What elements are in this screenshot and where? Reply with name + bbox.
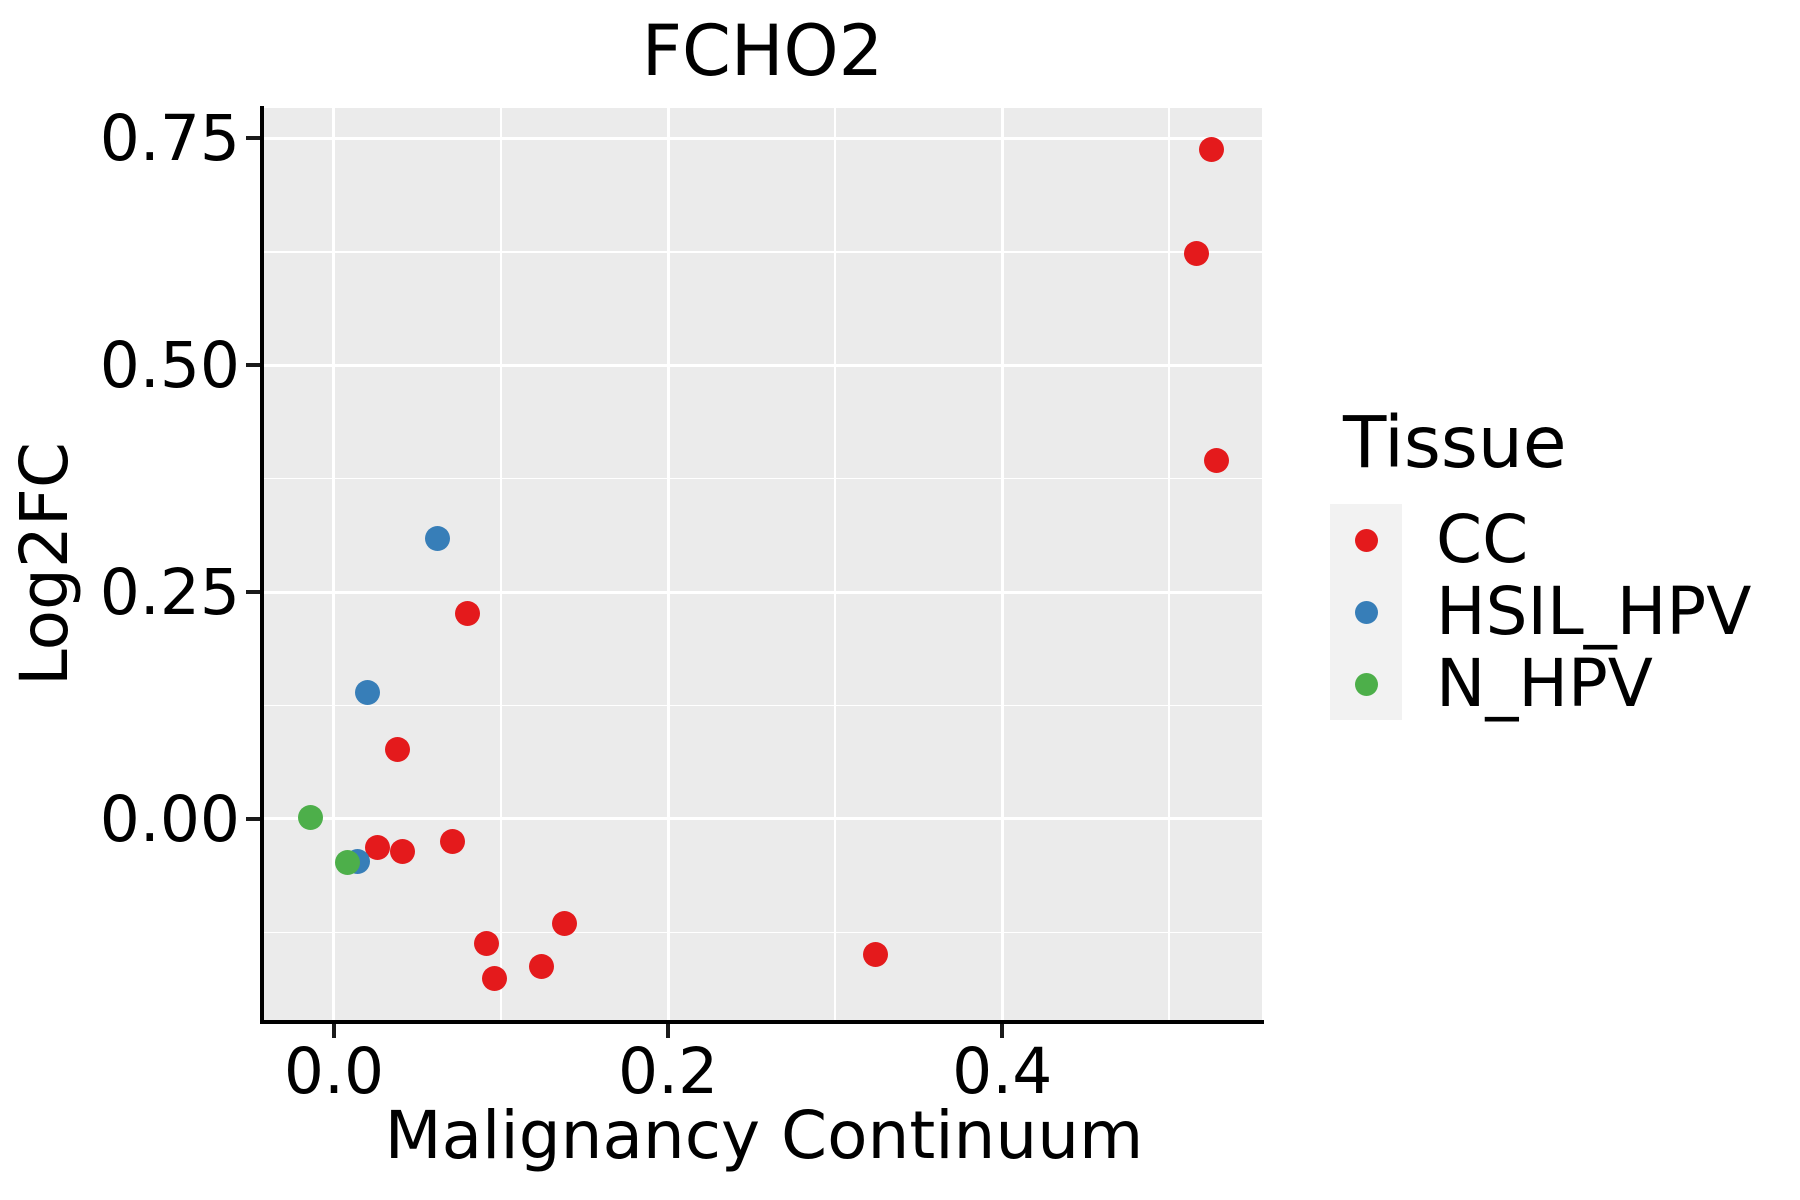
scatter-point-HSIL_HPV: [425, 526, 451, 552]
scatter-point-CC: [1203, 448, 1229, 474]
minor-gridline-y: [263, 477, 1262, 480]
scatter-point-CC: [389, 839, 415, 865]
x-tick-mark: [666, 1024, 671, 1038]
minor-gridline-x: [1168, 108, 1171, 1020]
scatter-point-CC: [364, 834, 390, 860]
x-tick-mark: [331, 1024, 336, 1038]
y-tick-label: 0.50: [99, 329, 240, 403]
scatter-point-CC: [552, 910, 578, 936]
y-axis-line: [260, 106, 264, 1024]
minor-gridline-x: [500, 108, 502, 1020]
major-gridline-x: [666, 108, 670, 1020]
y-tick-mark: [246, 590, 260, 595]
minor-gridline-y: [263, 704, 1262, 707]
y-tick-label: 0.00: [99, 782, 240, 856]
major-gridline-x: [332, 108, 336, 1020]
major-gridline-y: [263, 136, 1262, 140]
x-tick-label: 0.0: [283, 1035, 385, 1108]
legend-item-label: HSIL_HPV: [1436, 573, 1752, 650]
x-tick-mark: [1000, 1024, 1005, 1038]
scatter-point-HSIL_HPV: [354, 680, 380, 706]
legend-key-box: [1330, 504, 1402, 576]
legend-dot-icon: [1354, 528, 1378, 552]
scatter-point-CC: [440, 829, 466, 855]
minor-gridline-y: [263, 251, 1262, 253]
legend-item-label: CC: [1436, 501, 1529, 578]
legend-item-HSIL_HPV: HSIL_HPV: [1330, 576, 1751, 648]
scatter-point-CC: [473, 930, 499, 956]
x-tick-label: 0.2: [618, 1035, 719, 1108]
scatter-point-CC: [1183, 241, 1209, 267]
major-gridline-y: [263, 363, 1262, 367]
major-gridline-y: [263, 817, 1262, 821]
x-axis-line: [260, 1020, 1264, 1024]
legend-key-box: [1330, 648, 1402, 720]
x-axis-title: Malignancy Continuum: [384, 1097, 1144, 1174]
y-tick-mark: [246, 136, 260, 141]
scatter-point-N_HPV: [334, 850, 360, 876]
scatter-point-CC: [455, 601, 481, 627]
scatter-point-CC: [1198, 136, 1224, 162]
scatter-point-CC: [528, 953, 554, 979]
legend: Tissue CC HSIL_HPV N_HPV: [1330, 406, 1751, 720]
major-gridline-y: [263, 590, 1262, 594]
plot-panel: [263, 108, 1262, 1020]
minor-gridline-y: [263, 931, 1262, 934]
y-tick-label: 0.25: [99, 556, 240, 630]
y-tick-mark: [246, 816, 260, 821]
legend-item-label: N_HPV: [1436, 645, 1653, 722]
legend-item-CC: CC: [1330, 504, 1751, 576]
legend-key-box: [1330, 576, 1402, 648]
legend-item-N_HPV: N_HPV: [1330, 648, 1751, 720]
scatter-point-CC: [862, 941, 888, 967]
y-axis-title: Log2FC: [6, 442, 83, 686]
legend-dot-icon: [1354, 672, 1378, 696]
scatter-point-CC: [384, 736, 410, 762]
legend-title: Tissue: [1343, 401, 1567, 484]
major-gridline-x: [1000, 108, 1004, 1020]
scatter-point-CC: [481, 966, 507, 992]
legend-items: CC HSIL_HPV N_HPV: [1330, 504, 1751, 720]
x-tick-label: 0.4: [952, 1035, 1053, 1108]
y-tick-label: 0.75: [99, 102, 240, 176]
scatter-point-N_HPV: [298, 804, 324, 830]
y-tick-mark: [246, 363, 260, 368]
minor-gridline-x: [834, 108, 836, 1020]
legend-dot-icon: [1354, 600, 1378, 624]
plot-title: FCHO2: [641, 10, 884, 92]
